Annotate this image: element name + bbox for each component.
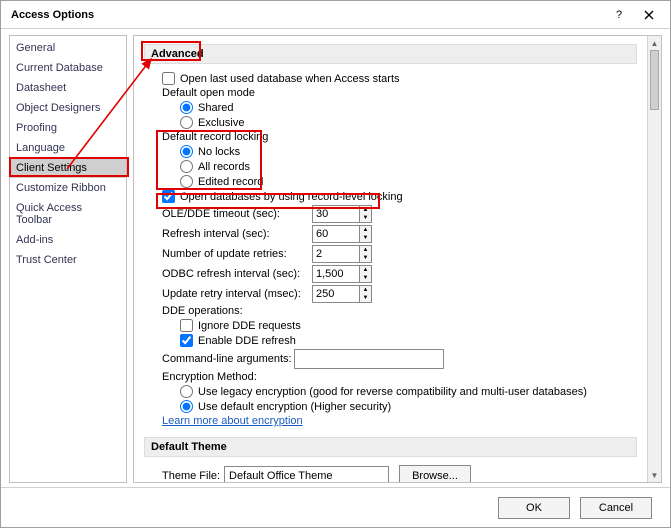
close-icon bbox=[644, 10, 654, 20]
lock-edited-record-label: Edited record bbox=[198, 176, 263, 188]
ole-dde-timeout-input[interactable] bbox=[312, 205, 360, 223]
open-mode-exclusive-radio[interactable] bbox=[180, 116, 193, 129]
lock-edited-record-radio[interactable] bbox=[180, 175, 193, 188]
update-retry-interval-label: Update retry interval (msec): bbox=[162, 288, 312, 300]
lock-all-records-label: All records bbox=[198, 161, 250, 173]
scroll-thumb[interactable] bbox=[650, 50, 659, 110]
open-mode-shared-radio[interactable] bbox=[180, 101, 193, 114]
titlebar: Access Options ? bbox=[1, 1, 670, 29]
ok-button[interactable]: OK bbox=[498, 497, 570, 519]
access-options-dialog: Access Options ? General Current Databas… bbox=[0, 0, 671, 528]
lock-all-records-radio[interactable] bbox=[180, 160, 193, 173]
theme-file-label: Theme File: bbox=[162, 470, 224, 482]
vertical-scrollbar[interactable]: ▲ ▼ bbox=[647, 36, 661, 482]
update-retry-interval-input[interactable] bbox=[312, 285, 360, 303]
nav-language[interactable]: Language bbox=[10, 138, 126, 158]
ole-dde-timeout-label: OLE/DDE timeout (sec): bbox=[162, 208, 312, 220]
content-pane: Advanced Open last used database when Ac… bbox=[133, 35, 662, 483]
encryption-method-label: Encryption Method: bbox=[144, 371, 637, 383]
browse-button[interactable]: Browse... bbox=[399, 465, 471, 482]
open-mode-shared-label: Shared bbox=[198, 102, 233, 114]
content-scroll: Advanced Open last used database when Ac… bbox=[134, 36, 647, 482]
lock-no-locks-radio[interactable] bbox=[180, 145, 193, 158]
window-title: Access Options bbox=[11, 9, 604, 21]
dialog-footer: OK Cancel bbox=[1, 487, 670, 527]
dialog-body: General Current Database Datasheet Objec… bbox=[1, 29, 670, 487]
close-button[interactable] bbox=[634, 3, 664, 27]
category-nav: General Current Database Datasheet Objec… bbox=[9, 35, 127, 483]
scroll-up-icon[interactable]: ▲ bbox=[648, 36, 661, 50]
open-last-db-checkbox[interactable] bbox=[162, 72, 175, 85]
cmdline-args-label: Command-line arguments: bbox=[162, 353, 294, 365]
record-level-locking-label: Open databases by using record-level loc… bbox=[180, 191, 403, 203]
nav-add-ins[interactable]: Add-ins bbox=[10, 230, 126, 250]
odbc-refresh-label: ODBC refresh interval (sec): bbox=[162, 268, 312, 280]
refresh-interval-spinner[interactable]: ▲▼ bbox=[360, 225, 372, 243]
theme-file-input[interactable] bbox=[224, 466, 389, 482]
section-default-theme: Default Theme bbox=[144, 437, 637, 457]
update-retries-label: Number of update retries: bbox=[162, 248, 312, 260]
nav-general[interactable]: General bbox=[10, 38, 126, 58]
nav-quick-access-toolbar[interactable]: Quick Access Toolbar bbox=[10, 198, 126, 230]
nav-client-settings[interactable]: Client Settings bbox=[10, 158, 126, 178]
cancel-button[interactable]: Cancel bbox=[580, 497, 652, 519]
section-advanced: Advanced bbox=[144, 44, 637, 64]
default-encryption-label: Use default encryption (Higher security) bbox=[198, 401, 391, 413]
default-record-locking-label: Default record locking bbox=[144, 131, 637, 143]
record-level-locking-checkbox[interactable] bbox=[162, 190, 175, 203]
update-retries-spinner[interactable]: ▲▼ bbox=[360, 245, 372, 263]
enable-dde-refresh-checkbox[interactable] bbox=[180, 334, 193, 347]
cmdline-args-input[interactable] bbox=[294, 349, 444, 369]
lock-no-locks-label: No locks bbox=[198, 146, 240, 158]
nav-object-designers[interactable]: Object Designers bbox=[10, 98, 126, 118]
nav-trust-center[interactable]: Trust Center bbox=[10, 250, 126, 270]
odbc-refresh-spinner[interactable]: ▲▼ bbox=[360, 265, 372, 283]
legacy-encryption-radio[interactable] bbox=[180, 385, 193, 398]
ignore-dde-checkbox[interactable] bbox=[180, 319, 193, 332]
open-last-db-label: Open last used database when Access star… bbox=[180, 73, 400, 85]
learn-more-link[interactable]: Learn more about encryption bbox=[162, 415, 303, 427]
odbc-refresh-input[interactable] bbox=[312, 265, 360, 283]
enable-dde-refresh-label: Enable DDE refresh bbox=[198, 335, 296, 347]
update-retries-input[interactable] bbox=[312, 245, 360, 263]
help-button[interactable]: ? bbox=[604, 3, 634, 27]
update-retry-interval-spinner[interactable]: ▲▼ bbox=[360, 285, 372, 303]
legacy-encryption-label: Use legacy encryption (good for reverse … bbox=[198, 386, 587, 398]
open-mode-exclusive-label: Exclusive bbox=[198, 117, 244, 129]
default-open-mode-label: Default open mode bbox=[144, 87, 637, 99]
dde-operations-label: DDE operations: bbox=[144, 305, 637, 317]
scroll-down-icon[interactable]: ▼ bbox=[648, 468, 661, 482]
refresh-interval-input[interactable] bbox=[312, 225, 360, 243]
default-encryption-radio[interactable] bbox=[180, 400, 193, 413]
ignore-dde-label: Ignore DDE requests bbox=[198, 320, 301, 332]
ole-dde-timeout-spinner[interactable]: ▲▼ bbox=[360, 205, 372, 223]
refresh-interval-label: Refresh interval (sec): bbox=[162, 228, 312, 240]
nav-customize-ribbon[interactable]: Customize Ribbon bbox=[10, 178, 126, 198]
nav-current-database[interactable]: Current Database bbox=[10, 58, 126, 78]
nav-datasheet[interactable]: Datasheet bbox=[10, 78, 126, 98]
nav-proofing[interactable]: Proofing bbox=[10, 118, 126, 138]
